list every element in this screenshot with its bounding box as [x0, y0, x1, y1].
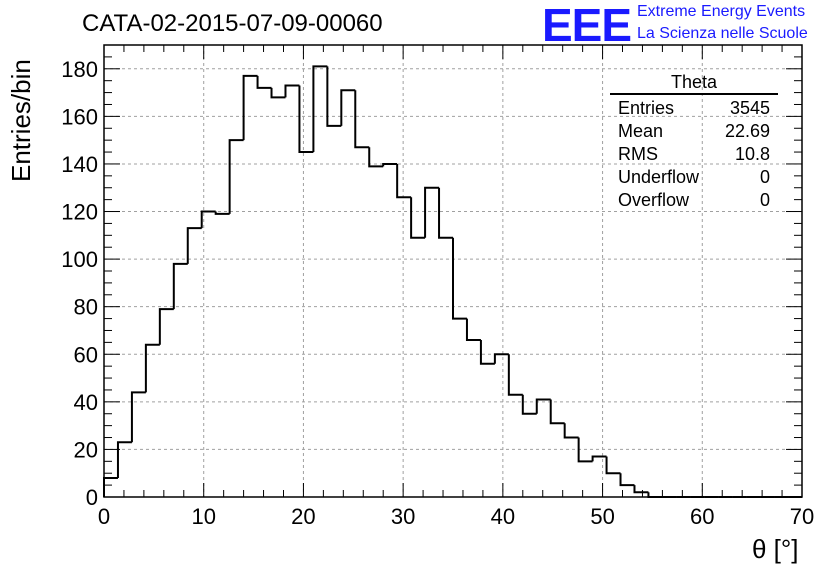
y-tick-label: 40 — [74, 390, 98, 415]
x-tick-label: 70 — [790, 504, 814, 529]
x-tick-label: 60 — [690, 504, 714, 529]
y-tick-label: 160 — [61, 104, 98, 129]
y-tick-label: 80 — [74, 295, 98, 320]
histogram-bin — [410, 197, 426, 239]
histogram-bin — [144, 343, 160, 393]
histogram-bin — [284, 84, 300, 98]
x-tick-label: 50 — [590, 504, 614, 529]
stats-row-entries: Entries 3545 — [610, 97, 778, 120]
histogram-bin — [368, 147, 384, 168]
stats-box: Theta Entries 3545 Mean 22.69 RMS 10.8 U… — [610, 72, 778, 212]
histogram-bin — [382, 162, 398, 167]
histogram-bin — [479, 339, 495, 365]
stats-label: RMS — [618, 144, 658, 164]
histogram-bin — [298, 85, 314, 154]
y-axis-label: Entries/bin — [6, 59, 36, 182]
histogram-bin — [424, 186, 440, 238]
chart-title: CATA-02-2015-07-09-00060 — [82, 10, 383, 37]
x-axis-label: θ [°] — [752, 534, 799, 564]
stats-value: 22.69 — [724, 121, 770, 141]
stats-row-mean: Mean 22.69 — [610, 120, 778, 143]
histogram-bin — [103, 476, 118, 497]
y-tick-label: 0 — [86, 485, 98, 510]
histogram-bin — [158, 308, 174, 345]
y-tick-label: 140 — [61, 152, 98, 177]
histogram-bin — [242, 74, 258, 141]
histogram-bin — [563, 423, 579, 439]
histogram-bin — [186, 227, 202, 264]
stats-label: Entries — [618, 98, 675, 118]
histogram-bin — [521, 394, 537, 415]
stats-label: Mean — [618, 121, 664, 141]
y-tick-label: 120 — [61, 200, 98, 225]
logo-text-line2: La Scienza nelle Scuole — [637, 25, 808, 42]
histogram-bin — [214, 211, 230, 215]
x-tick-label: 30 — [391, 504, 415, 529]
stats-box-title: Theta — [610, 72, 778, 95]
histogram-bin — [130, 391, 146, 443]
y-tick-label: 60 — [74, 342, 98, 367]
logo-text-line1: Extreme Energy Events — [637, 3, 806, 20]
histogram-bin — [633, 485, 649, 494]
x-tick-label: 20 — [291, 504, 315, 529]
stats-row-rms: RMS 10.8 — [610, 143, 778, 166]
histogram-bin — [326, 66, 342, 127]
histogram-bin — [270, 87, 286, 99]
histogram-bin — [116, 441, 132, 478]
stats-value: 3545 — [729, 98, 770, 118]
histogram-bin — [396, 163, 412, 199]
histogram-bin — [605, 456, 621, 475]
histogram-bin — [577, 437, 593, 463]
stats-label: Overflow — [618, 190, 690, 210]
histogram-bin — [619, 473, 635, 487]
histogram-bin — [438, 187, 453, 239]
histogram-bin — [312, 65, 328, 153]
y-tick-label: 180 — [61, 57, 98, 82]
stats-label: Underflow — [618, 167, 700, 187]
histogram-bin — [172, 262, 188, 310]
histogram-bin — [591, 455, 607, 462]
x-tick-label: 40 — [491, 504, 515, 529]
stats-value: 0 — [759, 167, 770, 187]
histogram-bin — [340, 89, 356, 126]
x-tick-label: 10 — [191, 504, 215, 529]
histogram-bin — [493, 353, 509, 364]
stats-value: 0 — [759, 190, 770, 210]
histogram-bin — [535, 398, 551, 414]
x-tick-label: 0 — [98, 504, 110, 529]
histogram-bin — [465, 318, 481, 341]
histogram-bin — [354, 90, 370, 149]
stats-row-underflow: Underflow 0 — [610, 166, 778, 189]
histogram-bin — [452, 237, 467, 320]
y-tick-label: 20 — [74, 437, 98, 462]
stats-value: 10.8 — [734, 144, 770, 164]
histogram-bin — [228, 139, 244, 214]
histogram-bin — [256, 75, 272, 89]
eee-logo-mark: EEE — [542, 0, 632, 51]
y-tick-label: 100 — [61, 247, 98, 272]
histogram-bin — [200, 210, 216, 229]
histogram-bin — [549, 399, 565, 425]
histogram-bin — [507, 354, 523, 396]
stats-row-overflow: Overflow 0 — [610, 189, 778, 212]
